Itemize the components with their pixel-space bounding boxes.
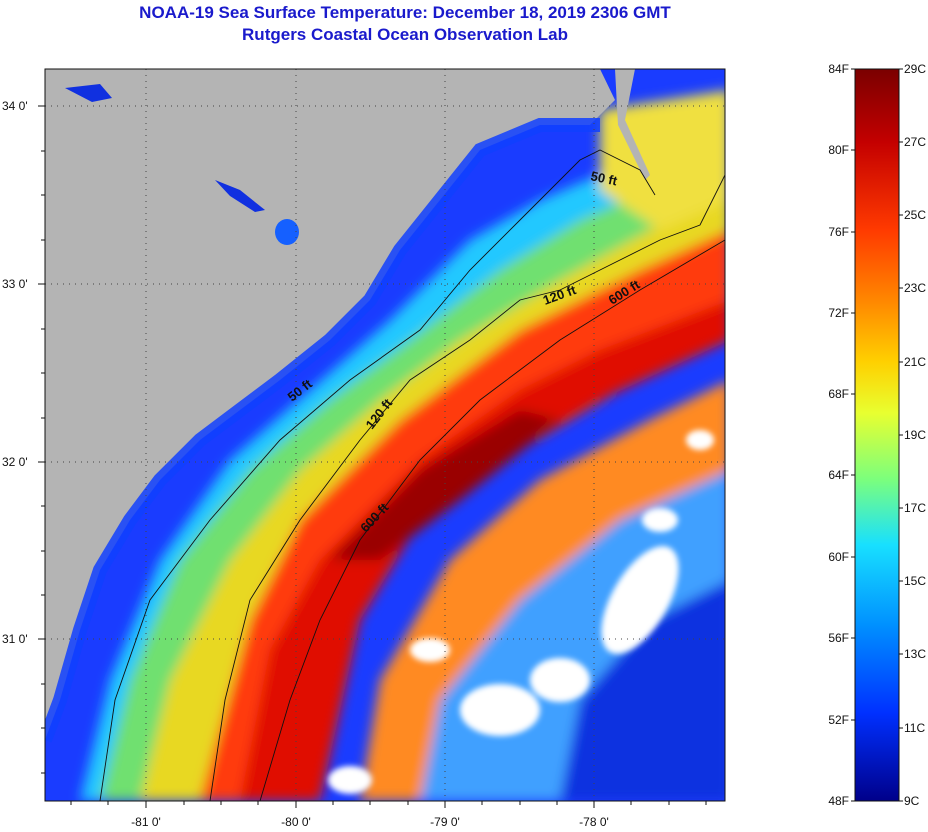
- lat-label: 32 0': [2, 455, 28, 469]
- inland-lake: [275, 219, 299, 245]
- colorbar-f-label: 60F: [828, 550, 849, 564]
- land-mass: [45, 69, 615, 740]
- colorbar-f-label: 52F: [828, 713, 849, 727]
- bathymetry-contours: [99, 149, 725, 801]
- map-subtitle: Rutgers Coastal Ocean Observation Lab: [242, 25, 568, 44]
- colorbar-ticks: [851, 68, 903, 802]
- colorbar-c-label: 23C: [904, 281, 926, 295]
- colorbar-f-label: 72F: [828, 306, 849, 320]
- colorbar-f-label: 56F: [828, 631, 849, 645]
- lat-label: 31 0': [2, 632, 28, 646]
- colorbar-c-label: 27C: [904, 135, 926, 149]
- lon-label: -78 0': [579, 815, 609, 829]
- map-frame: [44, 68, 726, 802]
- colorbar-f-label: 76F: [828, 225, 849, 239]
- colorbar-c-label: 17C: [904, 501, 926, 515]
- colorbar-c-label: 11C: [904, 721, 925, 735]
- lon-label: -81 0': [131, 815, 161, 829]
- lon-label: -79 0': [430, 815, 460, 829]
- left-ticks: [38, 105, 45, 774]
- lat-label: 33 0': [2, 277, 28, 291]
- lat-label: 34 0': [2, 99, 28, 113]
- colorbar-c-label: 21C: [904, 355, 926, 369]
- contour-120ft: [209, 174, 725, 801]
- cloud-mask: [328, 430, 714, 794]
- inland-lake: [65, 84, 112, 102]
- colorbar-c-label: 29C: [904, 62, 926, 76]
- colorbar-f-label: 68F: [828, 387, 849, 401]
- inland-lake: [215, 180, 265, 212]
- map-title: NOAA-19 Sea Surface Temperature: Decembe…: [139, 3, 671, 22]
- coastal-waters: [45, 118, 600, 743]
- colorbar-f-label: 64F: [828, 468, 849, 482]
- colorbar-c-label: 25C: [904, 208, 926, 222]
- colorbar-c-label: 13C: [904, 647, 926, 661]
- colorbar-f-label: 48F: [828, 794, 849, 808]
- colorbar-c-label: 15C: [904, 574, 926, 588]
- map-plot-area: 50 ft 50 ft 120 ft 120 ft 600 ft 600 ft: [45, 69, 725, 801]
- barrier-island: [615, 69, 650, 180]
- contour-50ft: [99, 149, 656, 801]
- lon-label: -80 0': [281, 815, 311, 829]
- colorbar-c-label: 19C: [904, 428, 926, 442]
- colorbar-f-label: 80F: [828, 143, 849, 157]
- colorbar-c-label: 9C: [904, 794, 920, 808]
- colorbar: [854, 68, 900, 802]
- contour-label: 50 ft: [589, 168, 619, 188]
- bottom-ticks: [70, 801, 707, 808]
- colorbar-f-label: 84F: [828, 62, 849, 76]
- contour-600ft: [259, 239, 725, 801]
